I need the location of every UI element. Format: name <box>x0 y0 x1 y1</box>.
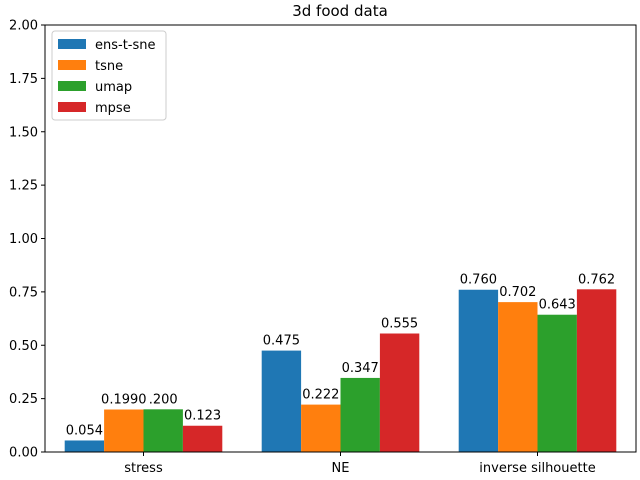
x-tick-label: inverse silhouette <box>479 461 595 476</box>
bar-umap-inverse-silhouette <box>537 314 577 452</box>
bar-value-label: 0.475 <box>263 334 300 349</box>
plot-area: 0.054 0.475 0.760 0.1990 0.222 0.702 .200 0.347… <box>64 272 617 452</box>
bar-tsne-NE <box>301 404 341 452</box>
legend-label: ens-t-sne <box>95 38 156 53</box>
y-tick-label: 1.50 <box>9 125 38 140</box>
legend-label: umap <box>95 80 132 95</box>
y-tick-label: 0.50 <box>9 339 38 354</box>
y-tick-label: 0.25 <box>9 392 38 407</box>
x-tick-label: NE <box>332 461 350 476</box>
bar-umap-NE <box>340 377 380 452</box>
bar-ens-t-sne-stress <box>64 440 105 452</box>
y-tick-label: 0.00 <box>9 446 38 461</box>
legend-box <box>51 30 167 121</box>
legend-swatch-tsne <box>58 60 86 70</box>
y-tick-label: 1.25 <box>9 179 38 194</box>
bar-value-label: 0.222 <box>302 388 339 403</box>
x-tick-label: stress <box>124 461 163 476</box>
bar-value-label: 0.762 <box>578 272 615 287</box>
legend: ens-t-sne tsne umap mpse <box>51 30 167 121</box>
axes: 0.00 0.25 0.50 0.75 1.00 1.25 1.50 1.75 2.00 stre… <box>9 19 637 476</box>
bar-ens-t-sne-inverse-silhouette <box>458 289 499 452</box>
bar-umap-stress <box>143 409 183 452</box>
y-tick-label: 1.00 <box>9 232 38 247</box>
bar-value-label: 0.054 <box>66 423 103 438</box>
legend-label: tsne <box>95 59 123 74</box>
bar-value-label: 0.555 <box>381 317 418 332</box>
legend-swatch-mpse <box>58 102 86 112</box>
bar-value-label: 0.1990 <box>101 393 147 408</box>
y-tick-label: 0.75 <box>9 285 38 300</box>
chart-title: 3d food data <box>292 2 388 20</box>
legend-swatch-umap <box>58 81 86 91</box>
y-tick-label: 2.00 <box>9 19 38 34</box>
bar-value-label: 0.702 <box>499 285 536 300</box>
bar-mpse-NE <box>379 333 420 452</box>
legend-swatch-ens-t-sne <box>58 39 86 49</box>
bar-value-label: .200 <box>149 392 178 407</box>
bar-mpse-inverse-silhouette <box>576 289 617 452</box>
bar-value-label: 0.760 <box>460 273 497 288</box>
bar-value-label: 0.123 <box>184 409 221 424</box>
bar-tsne-stress <box>104 409 144 452</box>
legend-label: mpse <box>95 101 131 116</box>
bar-mpse-stress <box>182 425 223 452</box>
y-tick-label: 1.75 <box>9 72 38 87</box>
bar-value-label: 0.347 <box>342 361 379 376</box>
bar-ens-t-sne-NE <box>261 350 302 452</box>
bar-tsne-inverse-silhouette <box>498 302 538 452</box>
bar-value-label: 0.643 <box>539 298 576 313</box>
